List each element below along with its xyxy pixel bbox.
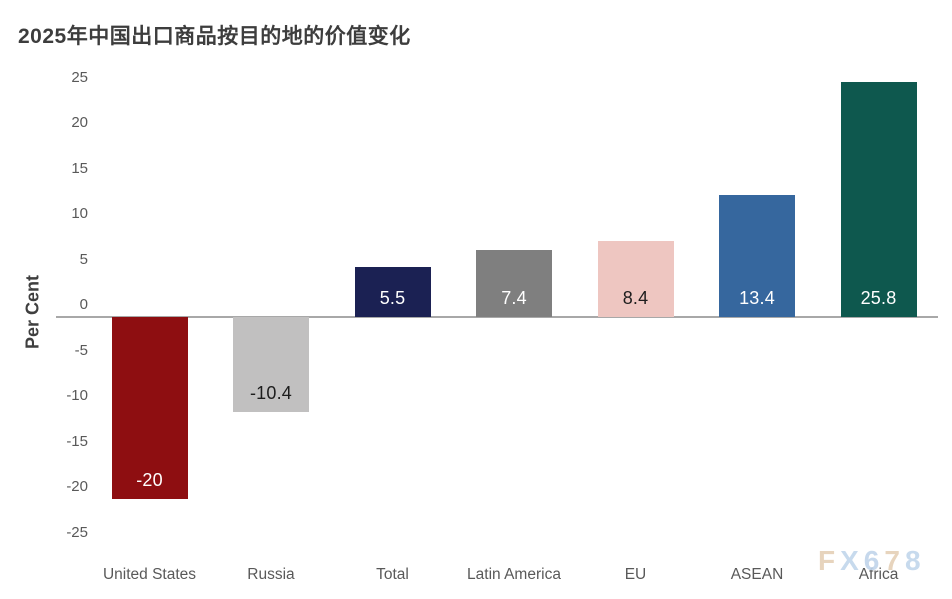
bar-eu: 8.4: [597, 240, 674, 317]
bar-africa: 25.8: [840, 82, 917, 317]
bar-asean: 13.4: [719, 195, 795, 317]
y-tick-0: 0: [79, 296, 88, 313]
watermark-letter: F: [818, 545, 841, 576]
y-tick--5: -5: [74, 341, 88, 359]
bar-united-states: -20: [111, 317, 188, 499]
x-label-latin-america: Latin America: [467, 566, 561, 583]
chart-title: 2025年中国出口商品按目的地的价值变化: [18, 25, 411, 48]
x-label-asean: ASEAN: [730, 566, 784, 583]
y-tick-10: 10: [71, 205, 88, 222]
x-label-russia: Russia: [247, 566, 295, 583]
y-tick--20: -20: [66, 478, 88, 495]
bar-value-label-total: 5.5: [379, 287, 406, 308]
y-tick--10: -10: [66, 387, 88, 404]
watermark-letter: 7: [884, 545, 905, 576]
y-tick-5: 5: [79, 250, 88, 268]
bar-total: 5.5: [354, 266, 431, 317]
x-label-eu: EU: [624, 566, 647, 583]
y-tick-25: 25: [71, 68, 88, 86]
watermark-letter: 8: [904, 545, 926, 576]
zero-axis-line: [56, 316, 938, 318]
x-label-total: Total: [376, 566, 409, 583]
bar-latin-america: 7.4: [476, 249, 552, 317]
watermark-letter: 6: [863, 545, 885, 576]
watermark-fx678: FX678: [818, 545, 926, 577]
bar-value-label-united-states: -20: [136, 470, 163, 490]
x-label-united-states: United States: [102, 566, 197, 583]
bar-russia: -10.4: [233, 317, 309, 412]
y-tick--15: -15: [66, 432, 88, 450]
bar-value-label-asean: 13.4: [739, 287, 775, 308]
bar-value-label-russia: -10.4: [249, 382, 293, 403]
watermark-letter: X: [840, 545, 864, 576]
x-label-africa: Africa: [858, 566, 899, 583]
y-tick-15: 15: [71, 159, 88, 177]
bar-value-label-eu: 8.4: [622, 287, 649, 308]
bar-value-label-africa: 25.8: [860, 287, 897, 308]
bar-value-label-latin-america: 7.4: [501, 287, 527, 308]
y-tick-20: 20: [71, 114, 88, 131]
y-tick--25: -25: [66, 523, 88, 541]
